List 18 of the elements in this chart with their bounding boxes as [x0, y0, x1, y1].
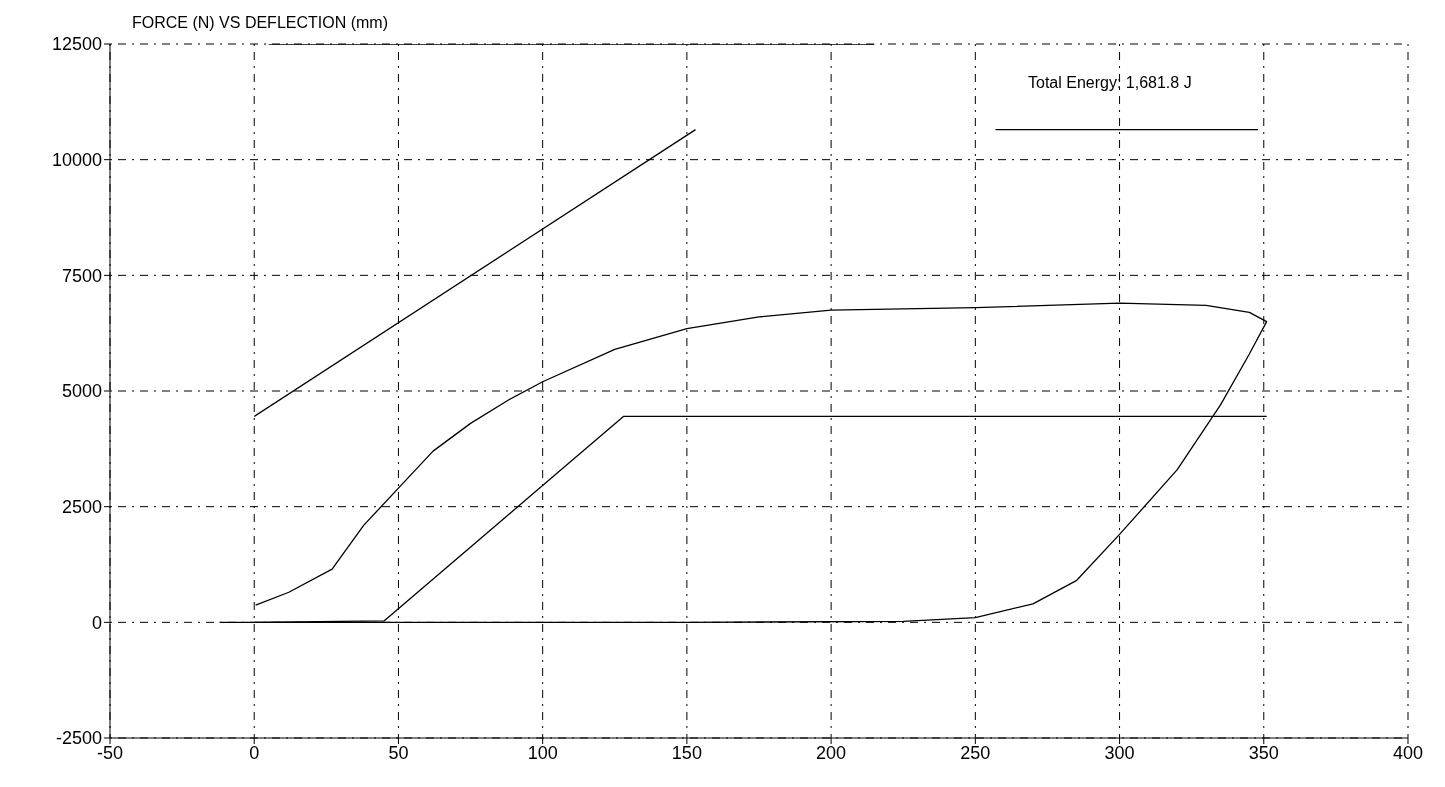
- x-tick-label: 350: [1248, 742, 1279, 763]
- x-tick-label: 250: [960, 742, 991, 763]
- x-tick-label: 50: [388, 742, 409, 763]
- y-tick-label: 7500: [61, 265, 102, 286]
- y-tick-label: 5000: [61, 381, 102, 402]
- y-tick-label: -2500: [55, 728, 102, 749]
- x-tick-label: 200: [816, 742, 847, 763]
- chart-title: FORCE (N) VS DEFLECTION (mm): [132, 14, 388, 32]
- y-tick-label: 10000: [51, 150, 102, 171]
- x-tick-label: 0: [249, 742, 260, 763]
- y-tick-label: 0: [91, 612, 102, 633]
- x-tick-label: 150: [671, 742, 702, 763]
- annotation: Total Energy: 1,681.8 J: [1028, 74, 1192, 92]
- x-tick-label: 400: [1392, 742, 1424, 763]
- x-tick-label: 100: [527, 742, 558, 763]
- y-tick-label: 2500: [61, 497, 102, 518]
- x-tick-label: 300: [1104, 742, 1135, 763]
- y-tick-label: 12500: [51, 34, 102, 55]
